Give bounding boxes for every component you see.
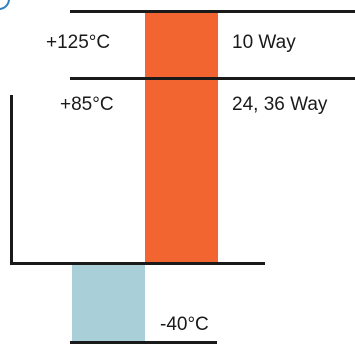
bracket-vertical (10, 95, 13, 265)
temp-mid-label: +85°C (60, 94, 114, 115)
corner-circle-icon (0, 0, 10, 10)
hot-range-bar (145, 11, 218, 263)
temp-high-label: +125°C (46, 32, 111, 53)
way-high-label: 10 Way (232, 32, 296, 53)
line-minus-40 (70, 341, 217, 344)
line-85 (70, 77, 355, 80)
cold-range-bar (72, 263, 145, 343)
line-125 (70, 10, 355, 13)
bracket-bottom (10, 262, 265, 265)
way-mid-label: 24, 36 Way (232, 94, 328, 115)
temp-low-label: -40°C (160, 314, 209, 335)
